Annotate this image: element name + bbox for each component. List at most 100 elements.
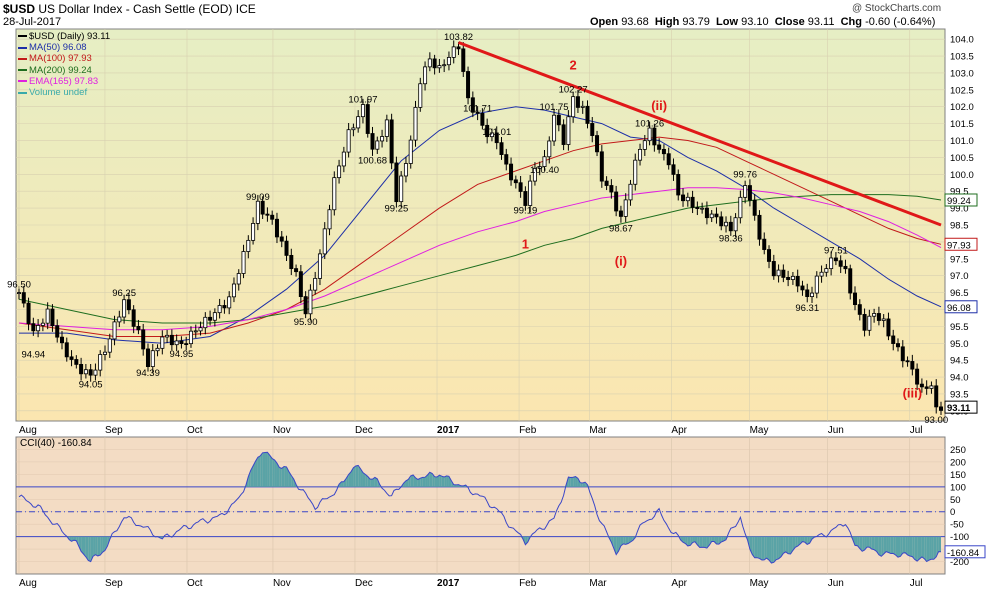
cci-tick-label: 250 <box>950 445 966 456</box>
price-candle-body <box>552 114 557 142</box>
price-annotation: 99.09 <box>246 192 270 203</box>
price-candle-body <box>771 261 776 277</box>
cci-fill <box>898 536 901 558</box>
price-candle-body <box>169 334 174 346</box>
cci-fill <box>90 536 94 562</box>
price-annotation: 93.00 <box>924 415 948 426</box>
price-candle-body <box>762 238 767 250</box>
cci-fill <box>444 475 447 487</box>
price-candle-body <box>418 83 423 108</box>
price-annotation: 103.82 <box>444 32 473 43</box>
x-tick-label: Nov <box>273 425 291 436</box>
cci-fill <box>933 536 937 560</box>
price-candle-body <box>575 96 580 108</box>
price-candle-body <box>260 200 265 215</box>
price-annotation: 101.01 <box>482 127 511 138</box>
cci-fill <box>769 536 772 563</box>
legend-label: Volume undef <box>29 87 88 99</box>
x-tick-label: Oct <box>187 578 203 589</box>
cci-fill <box>410 474 414 487</box>
cci-fill <box>351 467 354 487</box>
cci-fill <box>269 455 273 487</box>
cci-fill <box>938 536 941 552</box>
price-candle-body <box>198 327 203 332</box>
copyright: @ StockCharts.com <box>852 3 942 14</box>
price-candle-body <box>752 199 757 216</box>
close-label: Close <box>774 16 805 28</box>
cci-fill <box>680 536 684 543</box>
price-candle-body <box>346 129 351 153</box>
cci-fill <box>881 536 884 557</box>
price-tick-label: 96.5 <box>950 288 969 299</box>
legend-entry: Volume undef <box>18 87 110 98</box>
cci-fill <box>869 536 872 550</box>
price-candle-body <box>174 340 179 346</box>
price-tick-label: 104.0 <box>950 35 974 46</box>
price-candle-body <box>638 148 643 161</box>
price-annotation: 101.75 <box>540 102 569 113</box>
price-candle-body <box>327 209 332 230</box>
cci-fill <box>792 536 796 551</box>
cci-fill <box>265 452 268 487</box>
cci-fill <box>886 536 889 553</box>
cci-fill <box>628 536 631 544</box>
cci-fill <box>362 472 366 487</box>
price-candle-body <box>236 273 241 285</box>
wave-label: (ii) <box>651 98 667 113</box>
cci-fill <box>773 536 777 563</box>
price-value-tag <box>944 300 978 314</box>
price-tick-label: 94.5 <box>950 356 969 367</box>
wave-label: 1 <box>522 237 529 252</box>
cci-fill <box>420 477 423 487</box>
cci-fill <box>895 536 899 558</box>
price-tick-label: 93.5 <box>950 389 969 400</box>
price-candle-body <box>571 96 576 118</box>
x-tick-label: Jun <box>828 578 844 589</box>
price-candle-body <box>910 361 915 370</box>
price-candle-body <box>824 268 829 273</box>
cci-fill <box>917 536 920 562</box>
price-candle-body <box>145 348 150 367</box>
cci-fill <box>73 536 77 541</box>
price-candle-body <box>929 385 934 389</box>
price-candle-body <box>504 154 509 165</box>
price-candle-body <box>685 196 690 202</box>
price-annotation: 94.05 <box>79 379 103 390</box>
cci-fill <box>253 461 256 487</box>
price-candle-body <box>26 302 31 325</box>
cci-fill <box>425 474 428 487</box>
low-value: 93.10 <box>741 16 769 28</box>
cci-fill <box>255 457 258 487</box>
price-tick-label: 100.5 <box>950 153 974 164</box>
x-tick-label: Feb <box>519 425 537 436</box>
price-candle-body <box>112 321 117 340</box>
open-value: 93.68 <box>621 16 649 28</box>
cci-fill <box>405 479 409 487</box>
low-label: Low <box>716 16 739 28</box>
cci-fill <box>570 477 574 487</box>
cci-tick-label: 200 <box>950 457 966 468</box>
price-candle-body <box>423 66 428 85</box>
cci-tick-label: 0 <box>950 507 955 518</box>
cci-fill <box>714 536 717 545</box>
cci-fill <box>358 465 361 487</box>
price-candle-body <box>432 58 437 69</box>
price-candle-body <box>141 329 146 350</box>
cci-fill <box>575 476 578 487</box>
price-bars <box>16 40 944 415</box>
symbol: $USD <box>3 2 36 16</box>
cci-fill <box>797 536 801 547</box>
price-candle-body <box>193 330 198 333</box>
price-candle-body <box>523 191 528 206</box>
price-candle-body <box>676 174 681 196</box>
x-tick-label: May <box>750 578 769 589</box>
price-candle-body <box>862 314 867 331</box>
cci-fill <box>573 476 576 487</box>
price-candle-body <box>485 124 490 138</box>
cci-fill <box>883 536 887 554</box>
cci-fill <box>81 536 84 554</box>
cci-fill <box>427 472 430 487</box>
x-tick-label: Mar <box>589 578 607 589</box>
price-candle-body <box>74 359 79 365</box>
cci-fill <box>905 536 908 555</box>
